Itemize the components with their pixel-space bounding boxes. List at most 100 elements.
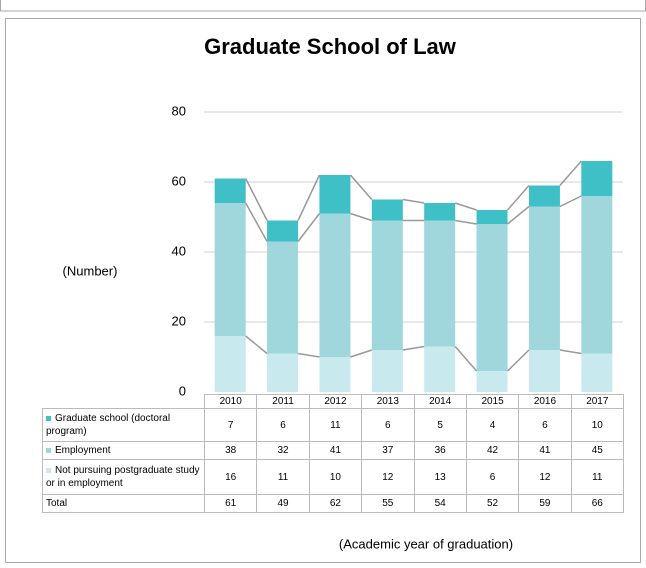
x-axis-label: (Academic year of graduation) — [339, 536, 513, 551]
bar-segment — [581, 353, 613, 392]
series-line — [297, 174, 321, 221]
series-row: Not pursuing postgraduate study or in em… — [42, 459, 625, 495]
x-tick-label: 2010 — [203, 394, 258, 409]
series-line — [454, 202, 477, 211]
total-row: Total 61 49 62 55 54 52 59 66 — [42, 494, 625, 513]
series-line — [245, 178, 268, 221]
table-value: 41 — [518, 441, 572, 460]
y-tick-label: 60 — [172, 173, 186, 188]
series-line — [297, 352, 320, 358]
header-row: 2010 2011 2012 2013 2014 2015 2016 2017 — [42, 394, 625, 409]
series-line — [559, 195, 582, 208]
bar-segment — [528, 185, 560, 207]
bar-segment — [581, 161, 613, 196]
corner-cell — [42, 394, 205, 409]
table-value: 11 — [256, 459, 310, 495]
x-tick-label: 2014 — [413, 394, 467, 409]
bar-segment — [528, 350, 560, 392]
legend-swatch — [46, 415, 51, 421]
data-table: 2010 2011 2012 2013 2014 2015 2016 2017 Graduate… — [42, 394, 625, 513]
table-value: 49 — [256, 494, 310, 513]
table-value: 36 — [413, 441, 467, 460]
table-value: 10 — [570, 408, 625, 442]
series-row: Employment 38 32 41 37 36 42 41 45 — [42, 441, 625, 460]
table-value: 5 — [413, 408, 467, 442]
bar-segment — [371, 350, 403, 392]
x-tick-label: 2013 — [361, 394, 415, 409]
bar-segment — [319, 357, 351, 392]
table-value: 62 — [308, 494, 363, 513]
series-line — [245, 202, 268, 242]
bar-segment — [371, 220, 403, 350]
legend-label: Employment — [55, 445, 111, 456]
table-value: 6 — [518, 408, 572, 442]
legend-label: Not pursuing postgraduate study or in em… — [46, 465, 200, 489]
legend-swatch — [46, 467, 51, 473]
legend-cell: Employment — [42, 441, 205, 460]
legend-swatch — [46, 447, 51, 453]
table-value: 11 — [570, 459, 625, 495]
bar-segment — [319, 175, 351, 214]
table-value: 38 — [203, 441, 258, 460]
y-tick-label: 80 — [172, 103, 186, 118]
table-value: 6 — [465, 459, 520, 495]
table-value: 13 — [413, 459, 467, 495]
x-tick-label: 2017 — [570, 394, 625, 409]
bar-segment — [476, 371, 508, 392]
bar-segment — [424, 220, 456, 347]
series-line — [350, 212, 373, 222]
table-value: 61 — [203, 494, 258, 513]
bar-segment — [214, 336, 246, 392]
y-tick-label: 20 — [172, 313, 186, 328]
legend-label: Graduate school (doctoral program) — [46, 413, 171, 437]
bar-segment — [319, 213, 351, 357]
x-tick-label: 2015 — [465, 394, 520, 409]
table-value: 42 — [465, 441, 520, 460]
bar-segment — [267, 220, 299, 242]
table-value: 11 — [308, 408, 363, 442]
series-line — [297, 213, 321, 242]
table-value: 6 — [256, 408, 310, 442]
series-line — [402, 345, 425, 351]
series-row: Graduate school (doctoral program) 7 6 11 6 5… — [42, 408, 625, 442]
x-tick-label: 2016 — [518, 394, 572, 409]
x-tick-label: 2011 — [256, 394, 310, 409]
series-line — [507, 205, 530, 225]
series-line — [507, 349, 530, 372]
bar-segment — [214, 178, 246, 203]
bar-segment — [581, 196, 613, 354]
top-strip — [0, 0, 646, 12]
bar-segment — [371, 199, 403, 221]
panel-border — [5, 18, 641, 563]
series-line — [245, 335, 268, 355]
series-line — [350, 349, 373, 358]
table-value: 54 — [413, 494, 467, 513]
total-label: Total — [42, 494, 205, 513]
table-value: 41 — [308, 441, 363, 460]
table-value: 66 — [570, 494, 625, 513]
chart-title: Graduate School of Law — [204, 34, 457, 59]
bar-segment — [267, 241, 299, 354]
table-value: 45 — [570, 441, 625, 460]
series-line — [454, 346, 478, 372]
bar-segment — [476, 224, 508, 371]
table-value: 7 — [203, 408, 258, 442]
bar-segment — [267, 353, 299, 392]
series-line — [349, 174, 373, 200]
bar-segment — [424, 346, 456, 392]
y-axis-label: (Number) — [63, 263, 118, 278]
bar-segment — [214, 203, 246, 336]
table-value: 32 — [256, 441, 310, 460]
table-value: 37 — [361, 441, 415, 460]
y-tick-label: 40 — [172, 243, 186, 258]
table-value: 10 — [308, 459, 363, 495]
table-value: 6 — [361, 408, 415, 442]
series-line — [402, 198, 425, 204]
series-line — [559, 160, 582, 186]
bar-segment — [424, 203, 456, 221]
series-line — [455, 219, 477, 225]
bar-segment — [528, 206, 560, 350]
table-value: 16 — [203, 459, 258, 495]
